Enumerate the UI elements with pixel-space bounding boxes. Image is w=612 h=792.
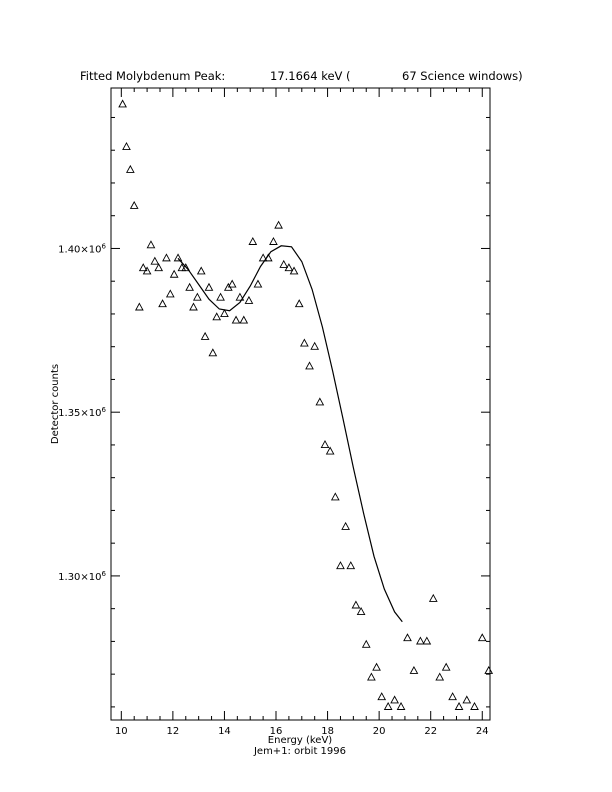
chart-title-part2: 17.1664 keV ( bbox=[270, 69, 351, 83]
data-point bbox=[470, 701, 479, 710]
x-tick-label: 16 bbox=[270, 726, 283, 737]
data-point bbox=[185, 282, 194, 291]
data-point bbox=[484, 665, 494, 674]
data-point bbox=[422, 636, 432, 645]
data-point bbox=[477, 633, 487, 642]
data-point bbox=[150, 256, 160, 265]
data-point bbox=[346, 561, 356, 570]
x-axis-ticks: 10 12 14 16 18 20 22 24 bbox=[115, 88, 489, 737]
data-point bbox=[239, 315, 249, 324]
data-point bbox=[428, 593, 438, 602]
chart-title-part1: Fitted Molybdenum Peak: bbox=[80, 69, 225, 83]
data-point bbox=[138, 263, 148, 272]
data-point bbox=[173, 253, 183, 262]
data-point bbox=[448, 692, 457, 701]
data-point bbox=[253, 279, 263, 288]
chart-subtitle: Jem+1: orbit 1996 bbox=[253, 746, 346, 757]
x-tick-label: 20 bbox=[373, 726, 386, 737]
data-point bbox=[269, 236, 278, 245]
x-tick-label: 18 bbox=[321, 726, 334, 737]
data-point bbox=[330, 492, 340, 501]
x-tick-label: 24 bbox=[476, 726, 489, 737]
data-point bbox=[189, 302, 198, 311]
data-point bbox=[325, 446, 335, 455]
x-tick-label: 10 bbox=[115, 726, 128, 737]
data-point bbox=[231, 315, 241, 324]
data-point bbox=[341, 521, 350, 530]
data-point bbox=[227, 279, 237, 288]
data-point bbox=[454, 701, 464, 710]
data-point bbox=[336, 561, 345, 570]
data-point bbox=[409, 665, 419, 674]
data-point bbox=[146, 240, 156, 249]
data-point bbox=[390, 695, 399, 704]
data-point bbox=[162, 253, 171, 262]
data-point bbox=[193, 292, 202, 301]
data-point bbox=[361, 639, 371, 648]
data-point bbox=[204, 282, 214, 291]
data-point bbox=[235, 292, 245, 301]
data-point bbox=[169, 269, 179, 278]
data-point bbox=[244, 295, 254, 304]
data-point bbox=[383, 701, 393, 710]
data-point bbox=[248, 236, 258, 245]
data-point bbox=[125, 164, 135, 173]
data-point bbox=[135, 302, 144, 311]
data-point bbox=[181, 263, 191, 272]
y-axis-ticks: 1.30×106 1.35×106 1.40×106 bbox=[58, 116, 490, 708]
data-point bbox=[416, 636, 425, 645]
data-point bbox=[403, 633, 412, 642]
fit-curve bbox=[177, 245, 403, 623]
data-point bbox=[263, 253, 273, 262]
data-point bbox=[294, 299, 304, 308]
data-point bbox=[462, 695, 472, 704]
data-point bbox=[396, 701, 406, 710]
data-point bbox=[315, 397, 325, 406]
x-tick-label: 22 bbox=[424, 726, 437, 737]
data-point bbox=[154, 263, 164, 272]
data-points bbox=[118, 99, 494, 710]
data-point bbox=[310, 341, 320, 350]
chart-title-part3: 67 Science windows) bbox=[402, 69, 523, 83]
data-point bbox=[220, 309, 229, 317]
data-point bbox=[356, 606, 366, 615]
data-point bbox=[122, 142, 131, 150]
data-point bbox=[441, 662, 451, 671]
plot-frame bbox=[110, 87, 491, 721]
data-point bbox=[351, 600, 361, 609]
y-tick-label: 1.40×106 bbox=[58, 242, 106, 255]
data-point bbox=[258, 253, 268, 262]
y-tick-label: 1.30×106 bbox=[58, 570, 106, 583]
data-point bbox=[118, 99, 127, 108]
data-point bbox=[158, 299, 167, 308]
data-point bbox=[165, 289, 175, 298]
data-point bbox=[196, 266, 206, 275]
data-point bbox=[305, 361, 314, 370]
data-point bbox=[208, 348, 218, 357]
x-tick-label: 12 bbox=[167, 726, 180, 737]
data-point bbox=[142, 266, 152, 275]
data-point bbox=[377, 692, 387, 701]
data-point bbox=[200, 331, 210, 340]
data-point bbox=[216, 292, 225, 301]
data-point bbox=[367, 672, 376, 681]
data-point bbox=[212, 312, 222, 321]
y-tick-label: 1.35×106 bbox=[58, 406, 106, 419]
data-point bbox=[435, 672, 445, 681]
data-point bbox=[279, 259, 289, 268]
data-point bbox=[274, 220, 283, 229]
data-point bbox=[284, 263, 294, 272]
x-axis-label: Energy (keV) bbox=[268, 735, 333, 746]
y-axis-label: Detector counts bbox=[50, 364, 61, 444]
x-tick-label: 14 bbox=[218, 726, 231, 737]
data-point bbox=[129, 200, 139, 209]
data-point bbox=[320, 439, 330, 448]
data-point bbox=[289, 266, 299, 275]
data-point bbox=[372, 662, 381, 671]
data-point bbox=[300, 338, 309, 347]
